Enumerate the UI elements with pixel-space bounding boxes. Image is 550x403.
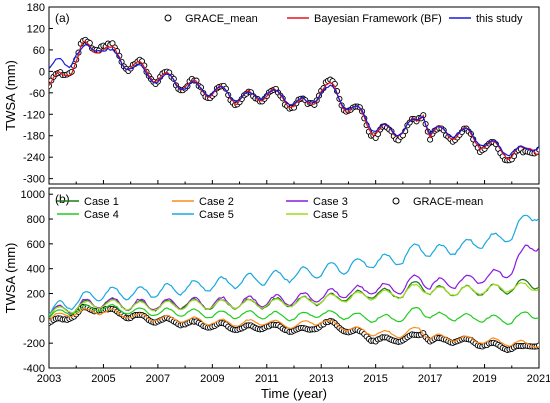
x-axis-title: Time (year) bbox=[261, 386, 327, 401]
y-tick-label: 0 bbox=[39, 313, 45, 325]
series-line-case-5 bbox=[49, 282, 539, 316]
legend-label: Bayesian Framework (BF) bbox=[314, 13, 442, 25]
legend-item-case-1: Case 1 bbox=[57, 196, 119, 208]
legend-item-case-4: Case 4 bbox=[57, 209, 119, 221]
x-tick-label: 2007 bbox=[146, 373, 170, 385]
x-tick-label: 2015 bbox=[363, 373, 387, 385]
series-line-case-4 bbox=[49, 303, 539, 326]
x-tick-label: 2003 bbox=[37, 373, 61, 385]
series-line-this-study bbox=[49, 44, 539, 157]
y-tick-label: 120 bbox=[27, 23, 45, 35]
legend-item-case-2: Case 2 bbox=[172, 196, 234, 208]
y-tick-label: -180 bbox=[23, 131, 45, 143]
plot-frame-0 bbox=[48, 6, 540, 185]
x-tick-label: 2021 bbox=[527, 373, 550, 385]
legend-marker bbox=[392, 197, 400, 205]
series-grace-mean bbox=[49, 304, 539, 353]
y-tick-label: -60 bbox=[29, 88, 45, 100]
legend-label: Case 3 bbox=[313, 196, 348, 208]
legend-label: Case 1 bbox=[84, 196, 119, 208]
x-tick-label: 2005 bbox=[91, 373, 115, 385]
x-tick-label: 2017 bbox=[418, 373, 442, 385]
legend-item-bayesian-framework-bf: Bayesian Framework (BF) bbox=[287, 13, 442, 25]
series-line-bayesian-framework-bf bbox=[49, 40, 539, 160]
legend-marker bbox=[164, 14, 172, 22]
series-grace-mean bbox=[49, 36, 539, 164]
panel-tag: (a) bbox=[55, 11, 70, 25]
series-line-case-2 bbox=[49, 308, 539, 348]
panel-tag: (b) bbox=[55, 192, 70, 206]
y-tick-label: 1000 bbox=[21, 189, 45, 201]
legend-item-case-5: Case 5 bbox=[172, 209, 234, 221]
data-point bbox=[49, 82, 53, 89]
legend-label: Case 5 bbox=[199, 209, 234, 221]
legend-label: Case 2 bbox=[199, 196, 234, 208]
x-tick-label: 2011 bbox=[255, 373, 279, 385]
panel-b: -400 -200 0 200 400 600 800 1000 2003 2005 2007 200… bbox=[3, 187, 550, 401]
y-tick-label: -300 bbox=[23, 174, 45, 186]
y-axis-title: TWSA (mm) bbox=[3, 243, 18, 314]
y-tick-label: -200 bbox=[23, 338, 45, 350]
legend-item-grace-mean: GRACE-mean bbox=[392, 196, 483, 208]
y-tick-label: 400 bbox=[27, 264, 45, 276]
legend-item-grace-mean: GRACE_mean bbox=[164, 13, 258, 25]
legend-item-case-5: Case 5 bbox=[286, 209, 348, 221]
y-tick-label: 180 bbox=[27, 2, 45, 14]
x-tick-label: 2013 bbox=[309, 373, 333, 385]
plot-area-0 bbox=[49, 36, 539, 164]
legend-label: GRACE-mean bbox=[413, 196, 483, 208]
y-tick-label: -120 bbox=[23, 109, 45, 121]
legend-label: this study bbox=[476, 13, 523, 25]
y-tick-label: 60 bbox=[33, 45, 45, 57]
y-axis-title: TWSA (mm) bbox=[3, 60, 18, 131]
legend-item-case-3: Case 3 bbox=[286, 196, 348, 208]
panel-a: -300 -240 -180 -120 -60 0 60 120 180 TWSA (mm) (a)… bbox=[3, 2, 540, 186]
y-tick-label: -240 bbox=[23, 152, 45, 164]
y-tick-label: 0 bbox=[39, 66, 45, 78]
series-line-case-5 bbox=[49, 214, 539, 315]
y-tick-label: 600 bbox=[27, 239, 45, 251]
series-line-case-1 bbox=[49, 278, 539, 317]
y-tick-label: 800 bbox=[27, 214, 45, 226]
x-tick-label: 2009 bbox=[200, 373, 224, 385]
legend-item-this-study: this study bbox=[449, 13, 523, 25]
legend-label: Case 4 bbox=[84, 209, 119, 221]
y-tick-label: 200 bbox=[27, 289, 45, 301]
legend-label: Case 5 bbox=[313, 209, 348, 221]
legend-label: GRACE_mean bbox=[185, 13, 258, 25]
plot-area-1 bbox=[49, 214, 539, 353]
legend-1: Case 1 Case 2 Case 3 Case 4 Case 5 Case 5 GRAC… bbox=[57, 196, 483, 221]
x-tick-label: 2019 bbox=[472, 373, 496, 385]
y-tick-label: -400 bbox=[23, 363, 45, 375]
legend-0: GRACE_mean Bayesian Framework (BF) this st… bbox=[164, 13, 523, 25]
